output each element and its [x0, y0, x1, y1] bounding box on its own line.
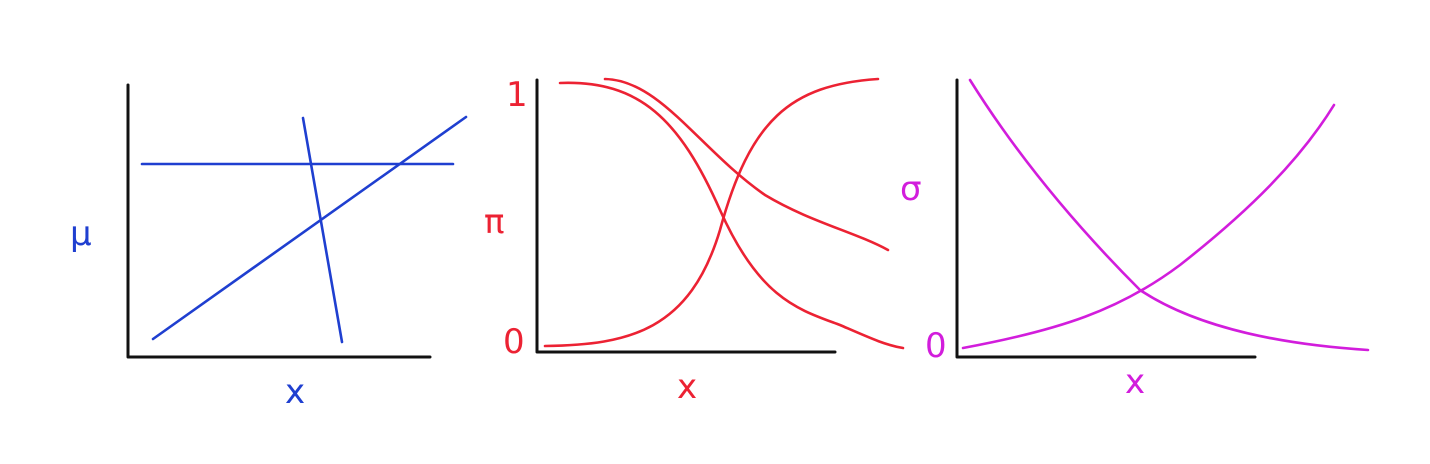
mu-steep-line [301, 116, 344, 344]
pi-tick-0: 0 [503, 322, 525, 362]
panel-sigma-axes [955, 78, 1257, 359]
panel-pi-axes [535, 78, 837, 354]
sigma-x-label: x [1125, 362, 1145, 402]
panel-sigma: 0 σ x [900, 78, 1370, 402]
sigma-y-label: σ [900, 169, 922, 209]
panel-pi: 1 0 π x [484, 75, 905, 407]
mu-x-label: x [285, 372, 305, 412]
mu-y-label: μ [70, 214, 92, 254]
pi-gradual-decline [603, 77, 890, 252]
pi-x-label: x [677, 367, 697, 407]
sigma-increasing-curve [961, 103, 1336, 350]
mu-rising-line [151, 115, 468, 341]
pi-y-label: π [484, 202, 504, 242]
sigma-tick-0: 0 [925, 326, 947, 366]
panel-mu: μ x [70, 83, 468, 412]
sigma-decreasing-curve [968, 78, 1370, 352]
pi-tick-1: 1 [506, 75, 528, 115]
panel-mu-axes [126, 83, 432, 359]
pi-decreasing-sigmoid [558, 81, 905, 350]
pi-increasing-sigmoid [543, 77, 880, 348]
